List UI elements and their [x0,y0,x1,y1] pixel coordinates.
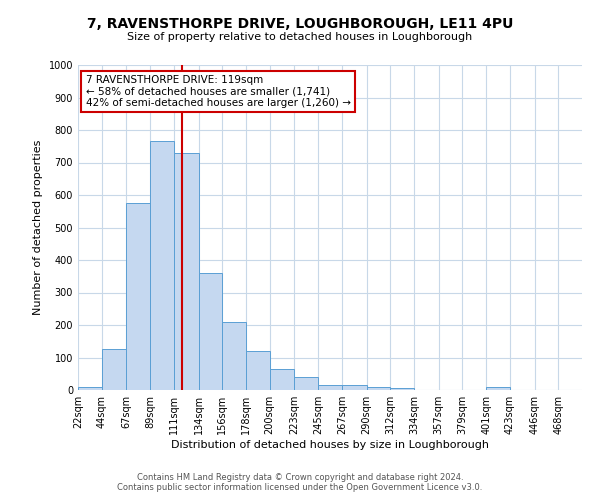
Bar [318,385,342,390]
Bar [295,377,318,390]
Text: Size of property relative to detached houses in Loughborough: Size of property relative to detached ho… [127,32,473,42]
Bar [199,273,223,390]
Bar [342,385,367,390]
Bar [223,322,246,390]
Bar [174,153,199,390]
Bar [486,388,510,390]
Bar [246,351,269,390]
X-axis label: Distribution of detached houses by size in Loughborough: Distribution of detached houses by size … [171,440,489,450]
Bar [150,142,174,390]
Text: Contains HM Land Registry data © Crown copyright and database right 2024.: Contains HM Land Registry data © Crown c… [137,474,463,482]
Bar [269,369,295,390]
Bar [391,388,414,390]
Text: 7, RAVENSTHORPE DRIVE, LOUGHBOROUGH, LE11 4PU: 7, RAVENSTHORPE DRIVE, LOUGHBOROUGH, LE1… [87,18,513,32]
Bar [127,203,150,390]
Text: 7 RAVENSTHORPE DRIVE: 119sqm
← 58% of detached houses are smaller (1,741)
42% of: 7 RAVENSTHORPE DRIVE: 119sqm ← 58% of de… [86,74,350,108]
Bar [78,387,101,390]
Bar [367,387,391,390]
Y-axis label: Number of detached properties: Number of detached properties [33,140,43,315]
Text: Contains public sector information licensed under the Open Government Licence v3: Contains public sector information licen… [118,484,482,492]
Bar [101,350,127,390]
